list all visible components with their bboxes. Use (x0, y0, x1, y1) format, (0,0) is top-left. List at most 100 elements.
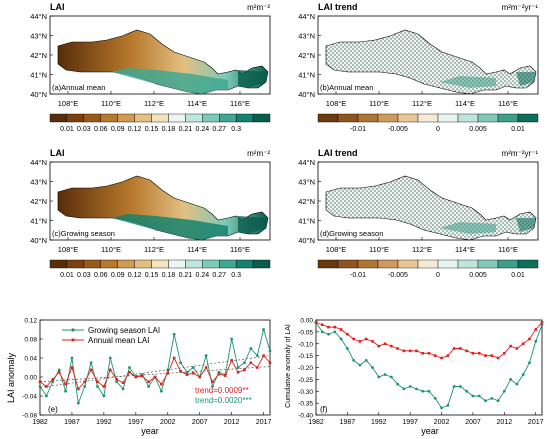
colorbar-swatch (417, 113, 439, 123)
plot-frame (315, 319, 543, 416)
legend-annual-marker (71, 338, 75, 342)
map-panel-label: (d)Growing season (320, 229, 383, 238)
region-east-patch (238, 70, 268, 88)
colorbar-swatch (219, 113, 237, 123)
legend-growing-label: Growing season LAI (88, 326, 160, 335)
colorbar-swatch (317, 259, 339, 269)
y-tick-label: 0.04 (24, 356, 37, 363)
colorbar-swatch (66, 113, 85, 123)
data-point (198, 375, 202, 379)
data-point (458, 385, 462, 388)
x-tick-label: 2002 (160, 419, 176, 426)
x-tick-label: 2007 (192, 419, 208, 426)
data-point (147, 385, 151, 388)
lat-tick-label: 40°N (298, 236, 315, 245)
colorbar-swatch (477, 259, 499, 269)
colorbar-tick-label: 0.03 (77, 126, 91, 133)
lon-tick-label: 110°E (101, 245, 121, 254)
data-point (408, 385, 412, 388)
lon-tick-label: 116°E (230, 245, 250, 254)
colorbar-tick-label: 0 (436, 272, 440, 279)
data-point (70, 366, 74, 369)
trend-line-annual (39, 366, 271, 383)
colorbar-swatch (134, 113, 152, 123)
data-point (465, 389, 469, 393)
data-point (440, 406, 443, 410)
data-point (249, 347, 253, 350)
data-point (502, 389, 506, 393)
data-point (352, 358, 356, 362)
data-point (433, 354, 437, 357)
lon-tick-label: 108°E (326, 99, 347, 108)
colorbar-tick-label: 0.27 (212, 272, 226, 279)
colorbar-tick-label: 0.06 (94, 272, 108, 279)
colorbar-tick-label: 0.09 (111, 126, 125, 133)
data-point (96, 380, 99, 384)
y-tick-label: -0.25 (298, 377, 313, 384)
plot-frame (39, 319, 271, 416)
data-point (191, 366, 195, 369)
colorbar-tick-label: 0.24 (195, 272, 209, 279)
data-point (185, 373, 189, 376)
region-high-lai-band (112, 214, 228, 240)
data-point (128, 366, 131, 369)
data-point (433, 396, 437, 400)
map-panel-label: (a)Annual mean (52, 83, 105, 92)
chart-f-panel-label: (f) (320, 405, 328, 414)
data-point (427, 351, 431, 355)
data-point (262, 354, 265, 357)
colorbar-swatch (219, 259, 237, 269)
data-point (509, 344, 512, 348)
x-tick-label: 1992 (96, 419, 112, 426)
data-point (421, 351, 425, 355)
colorbar-swatch (83, 113, 101, 123)
data-point (236, 370, 240, 374)
colorbar-swatch (100, 113, 118, 123)
data-point (230, 337, 234, 341)
data-point (204, 354, 208, 358)
colorbar-tick-label: -0.005 (388, 126, 408, 133)
colorbar-tick-label: 0.01 (511, 126, 525, 133)
colorbar-swatch (100, 259, 118, 269)
data-point (83, 385, 87, 388)
colorbar-swatch (151, 113, 169, 123)
data-point (521, 373, 525, 377)
data-point (327, 325, 330, 329)
lat-tick-label: 44°N (30, 12, 47, 21)
x-tick-label: 1982 (32, 419, 48, 426)
lat-tick-label: 42°N (298, 197, 315, 206)
lat-tick-label: 44°N (298, 158, 315, 167)
y-tick-label: 0.08 (24, 337, 37, 344)
y-tick-label: -0.35 (298, 401, 313, 408)
colorbar-tick-label: 0.09 (111, 272, 125, 279)
data-point (515, 347, 519, 350)
lon-tick-label: 110°E (101, 99, 121, 108)
colorbar-tick-label: 0 (436, 126, 440, 133)
colorbar-swatch (252, 259, 271, 269)
region-east-trend (516, 218, 536, 232)
data-point (389, 375, 393, 379)
map-title: LAI trend (318, 148, 358, 158)
colorbar-swatch (83, 259, 101, 269)
x-tick-label: 2017 (256, 419, 272, 426)
colorbar-tick-label: 0.3 (231, 272, 241, 279)
data-point (204, 366, 208, 369)
data-point (320, 323, 324, 327)
data-point (521, 342, 525, 346)
lat-tick-label: 43°N (298, 178, 315, 187)
data-point (408, 349, 412, 353)
data-point (345, 347, 349, 350)
series-line (315, 322, 543, 409)
map-title: LAI (50, 148, 65, 158)
data-point (377, 344, 381, 348)
colorbar-swatch (185, 259, 203, 269)
data-point (477, 394, 481, 398)
colorbar-swatch (49, 113, 68, 123)
colorbar-swatch (377, 259, 399, 269)
data-point (89, 368, 93, 372)
colorbar-tick-label: 0.01 (60, 126, 74, 133)
x-tick-label: 2017 (528, 419, 544, 426)
map-title: LAI trend (318, 2, 358, 12)
data-point (179, 370, 182, 373)
data-point (96, 385, 99, 388)
